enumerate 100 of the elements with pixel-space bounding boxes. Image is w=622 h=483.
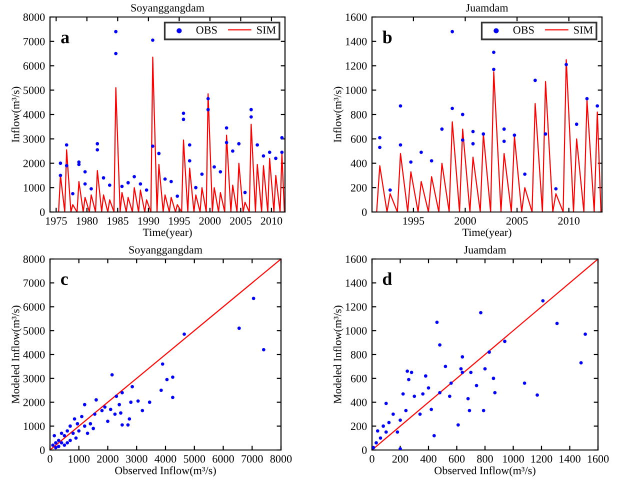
point [450,30,454,34]
point [421,392,425,396]
point [460,138,464,142]
y-tick-label: 1200 [346,62,367,70]
point [237,326,241,330]
point [541,299,545,302]
point [110,373,114,376]
y-tick-label: 5000 [24,86,45,94]
point [171,396,174,400]
point [523,172,527,176]
y-tick-label: 200 [350,184,367,192]
x-tick-label: 1600 [588,455,609,463]
point [492,50,496,54]
point [120,391,124,394]
point [469,370,473,374]
point [129,400,133,404]
point [252,296,256,300]
point [585,96,589,100]
point [231,149,234,153]
x-tick-label: 1980 [76,217,98,225]
point [410,370,414,374]
point [165,378,169,382]
point [249,115,253,119]
point [77,162,81,166]
x-tick-label: 2000 [454,217,476,225]
point [574,122,578,126]
point [398,418,402,422]
y-tick-label: 600 [350,374,367,382]
x-tick-label: 0 [48,455,52,463]
y-tick-label: 4000 [23,350,45,358]
y-tick-label: 600 [350,135,367,143]
point [82,402,86,406]
point [62,434,66,438]
y-tick-label: 1600 [346,255,367,263]
point [171,375,174,379]
point [412,394,416,398]
point [93,412,96,416]
point [456,423,460,427]
point [60,441,64,445]
point [438,391,442,394]
point [448,394,452,398]
point [182,332,186,336]
point [106,420,110,424]
point [51,444,55,447]
point [488,350,491,354]
point [56,438,60,442]
x-tick-label: 6000 [212,455,234,463]
y-tick-label: 800 [350,110,367,118]
chart-title: Juamdam [466,4,508,12]
point [126,181,130,184]
point [103,405,107,409]
point [438,343,442,347]
point [237,142,241,146]
point [94,398,98,402]
point [502,127,506,131]
chart-title: Soyanggangdam [131,4,204,14]
y-tick-label: 6000 [23,303,45,311]
point [62,444,66,447]
point [200,172,204,176]
x-tick-label: 2005 [230,217,252,225]
point [194,186,198,190]
point [406,370,410,373]
point [119,411,122,415]
point [533,78,537,82]
point [460,370,464,374]
point [100,408,104,412]
legend-label: SIM [574,26,593,34]
point [262,348,266,352]
point [188,143,192,147]
point [471,142,475,146]
x-tick-label: 7000 [242,455,263,463]
point [536,393,539,397]
x-axis-title: Time(year) [142,228,192,238]
point [126,423,130,427]
y-tick-label: 7000 [24,38,45,46]
annotation: b [382,30,392,44]
point [128,417,132,421]
point [564,62,568,66]
x-tick-label: 5000 [184,455,206,463]
point [444,364,448,368]
point [68,424,72,428]
point [218,170,222,174]
x-tick-label: 600 [448,455,465,463]
y-tick-label: 200 [350,422,367,430]
point [64,164,68,168]
point [579,361,583,365]
x-tick-label: 2010 [260,217,282,225]
point [435,320,439,324]
point [90,187,93,191]
point [102,176,106,180]
point [459,367,463,371]
point [64,143,68,147]
point [68,438,72,442]
point [113,412,117,416]
x-tick-label: 1000 [68,455,90,463]
point [584,332,587,336]
point [138,182,142,186]
point [58,174,62,178]
point [249,108,253,112]
point [77,429,81,433]
